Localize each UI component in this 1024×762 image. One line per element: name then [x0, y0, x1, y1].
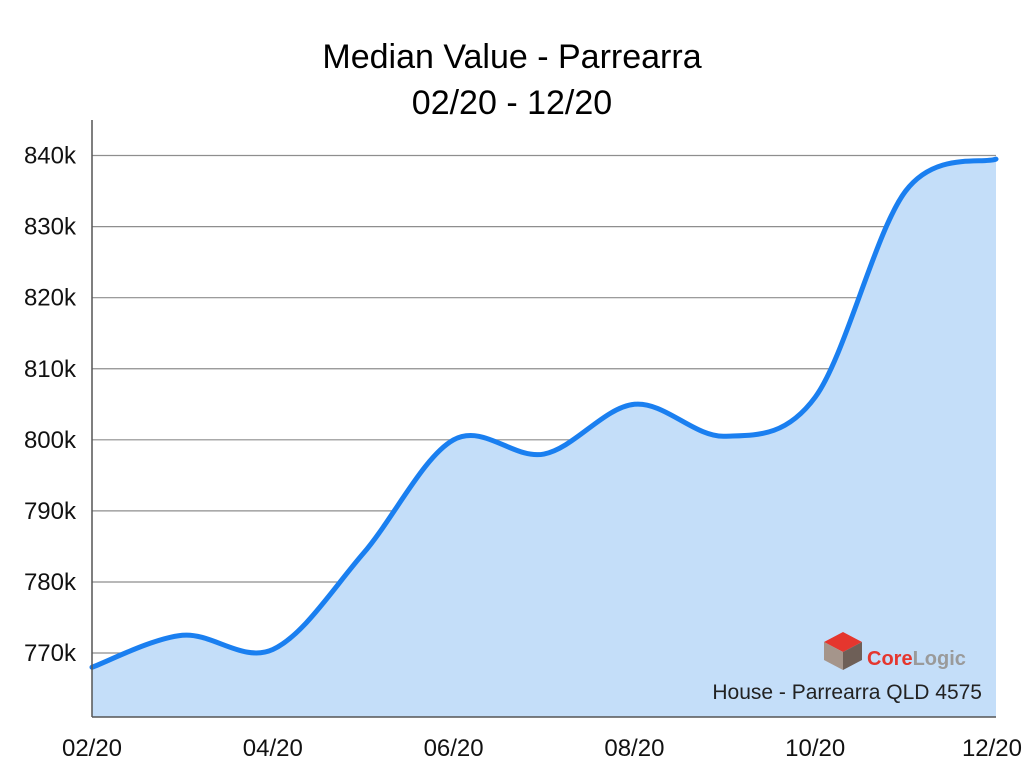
x-tick-labels: 02/20 04/20 06/20 08/20 10/20 12/20: [62, 735, 1022, 762]
y-tick-label: 830k: [24, 214, 77, 241]
y-tick-labels: 770k 780k 790k 800k 810k 820k 830k 840k: [24, 143, 77, 667]
x-tick-label: 12/20: [962, 735, 1022, 762]
chart-subtitle: 02/20 - 12/20: [411, 84, 613, 122]
y-tick-label: 780k: [24, 569, 77, 596]
area-fill: [92, 159, 996, 717]
x-tick-label: 04/20: [243, 735, 303, 762]
chart-title: Median Value - Parrearra: [322, 38, 702, 76]
corelogic-cube-icon: [824, 632, 862, 670]
logo-wordmark: CoreLogic: [867, 648, 966, 670]
logo-text-core: Core: [867, 648, 913, 670]
y-tick-label: 810k: [24, 356, 77, 383]
annotation-label: House - Parrearra QLD 4575: [712, 681, 982, 704]
y-tick-label: 790k: [24, 498, 77, 525]
y-tick-label: 820k: [24, 285, 77, 312]
logo-text-logic: Logic: [913, 648, 966, 670]
x-tick-label: 06/20: [424, 735, 484, 762]
y-tick-label: 840k: [24, 143, 77, 170]
y-tick-label: 770k: [24, 640, 77, 667]
x-tick-label: 02/20: [62, 735, 122, 762]
corelogic-logo: CoreLogic: [824, 632, 966, 670]
x-tick-label: 08/20: [604, 735, 664, 762]
series-line: [89, 156, 999, 670]
y-tick-label: 800k: [24, 427, 77, 454]
x-tick-label: 10/20: [785, 735, 845, 762]
